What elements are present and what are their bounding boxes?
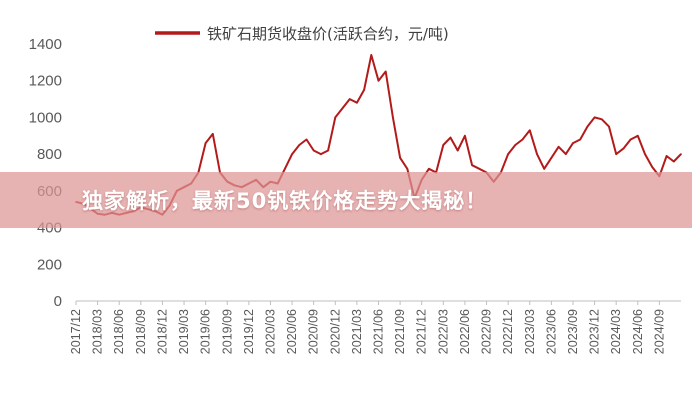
x-tick-label: 2018/03: [91, 309, 105, 354]
x-tick-label: 2023/09: [566, 309, 580, 354]
x-tick-label: 2022/12: [501, 309, 515, 354]
x-tick-label: 2018/06: [112, 309, 126, 354]
data-point: [399, 157, 401, 159]
data-point: [370, 54, 373, 56]
data-point: [298, 144, 301, 146]
data-point: [356, 101, 358, 104]
data-point: [312, 149, 315, 152]
x-tick-label: 2022/03: [436, 309, 450, 354]
data-point: [327, 149, 329, 152]
data-point: [377, 79, 380, 82]
data-point: [204, 142, 207, 144]
legend: 铁矿石期货收盘价(活跃合约，元/吨): [155, 25, 449, 43]
x-tick-label: 2019/12: [242, 309, 256, 354]
data-point: [363, 89, 365, 91]
data-point: [557, 146, 560, 148]
x-tick-label: 2024/06: [631, 309, 645, 354]
x-tick-label: 2024/09: [652, 309, 666, 354]
data-point: [442, 144, 445, 146]
data-point: [601, 118, 603, 121]
y-tick-label: 1400: [29, 36, 62, 53]
data-point: [608, 125, 610, 128]
data-point: [514, 144, 517, 146]
x-tick-label: 2023/03: [523, 309, 537, 354]
data-point: [644, 153, 646, 155]
x-tick-label: 2019/03: [177, 309, 191, 354]
data-point: [572, 142, 574, 144]
data-point: [593, 116, 596, 119]
data-point: [586, 125, 589, 128]
legend-label: 铁矿石期货收盘价(活跃合约，元/吨): [207, 25, 449, 43]
data-point: [651, 166, 653, 168]
data-point: [348, 98, 351, 100]
data-point: [615, 153, 617, 155]
data-point: [305, 138, 308, 141]
data-point: [320, 153, 322, 155]
x-tick-label: 2020/03: [263, 309, 277, 354]
y-tick-label: 800: [37, 146, 62, 163]
data-point: [392, 116, 394, 119]
data-point: [629, 138, 632, 141]
x-tick-label: 2021/09: [393, 309, 407, 354]
y-tick-label: 0: [54, 293, 62, 310]
data-point: [521, 138, 524, 141]
banner-title: 独家解析，最新50钒铁价格走势大揭秘！: [82, 189, 488, 213]
data-point: [291, 153, 293, 155]
data-point: [478, 168, 481, 170]
data-point: [543, 168, 545, 170]
x-tick-label: 2020/06: [285, 309, 299, 354]
data-point: [665, 155, 668, 157]
y-tick-label: 1200: [29, 73, 62, 90]
data-point: [334, 116, 337, 119]
data-point: [284, 168, 286, 170]
x-tick-label: 2019/09: [220, 309, 234, 354]
x-tick-label: 2021/06: [372, 309, 386, 354]
article-banner: 独家解析，最新50钒铁价格走势大揭秘！: [0, 172, 692, 228]
x-tick-label: 2021/12: [415, 309, 429, 354]
x-tick-label: 2024/03: [609, 309, 623, 354]
data-point: [622, 147, 625, 150]
y-tick-label: 200: [37, 256, 62, 273]
x-tick-label: 2023/06: [544, 309, 558, 354]
x-tick-label: 2021/03: [350, 309, 364, 354]
data-point: [529, 129, 531, 132]
data-point: [579, 138, 581, 141]
x-tick-label: 2020/12: [328, 309, 342, 354]
x-axis: 2017/12 2018/03 2018/06 2018/09 2018/12 2019/…: [69, 300, 681, 354]
data-point: [471, 164, 473, 166]
data-point: [507, 153, 509, 155]
data-point: [212, 133, 214, 135]
data-point: [550, 157, 553, 159]
data-point: [449, 136, 452, 139]
x-tick-label: 2022/06: [458, 309, 472, 354]
x-tick-label: 2017/12: [69, 309, 83, 354]
data-point: [406, 168, 409, 170]
data-point: [341, 107, 344, 110]
data-point: [565, 153, 567, 155]
x-tick-label: 2019/06: [199, 309, 213, 354]
data-point: [456, 149, 459, 152]
data-point: [673, 160, 675, 163]
x-tick-label: 2018/12: [155, 309, 169, 354]
data-point: [384, 70, 387, 73]
data-point: [464, 135, 466, 137]
x-tick-label: 2022/09: [480, 309, 494, 354]
data-point: [536, 153, 538, 155]
data-point: [428, 168, 430, 170]
x-tick-label: 2018/09: [134, 309, 148, 354]
x-tick-label: 2020/09: [307, 309, 321, 354]
data-point: [637, 135, 639, 137]
y-tick-label: 1000: [29, 109, 62, 126]
data-point: [680, 153, 682, 155]
x-tick-label: 2023/12: [588, 309, 602, 354]
